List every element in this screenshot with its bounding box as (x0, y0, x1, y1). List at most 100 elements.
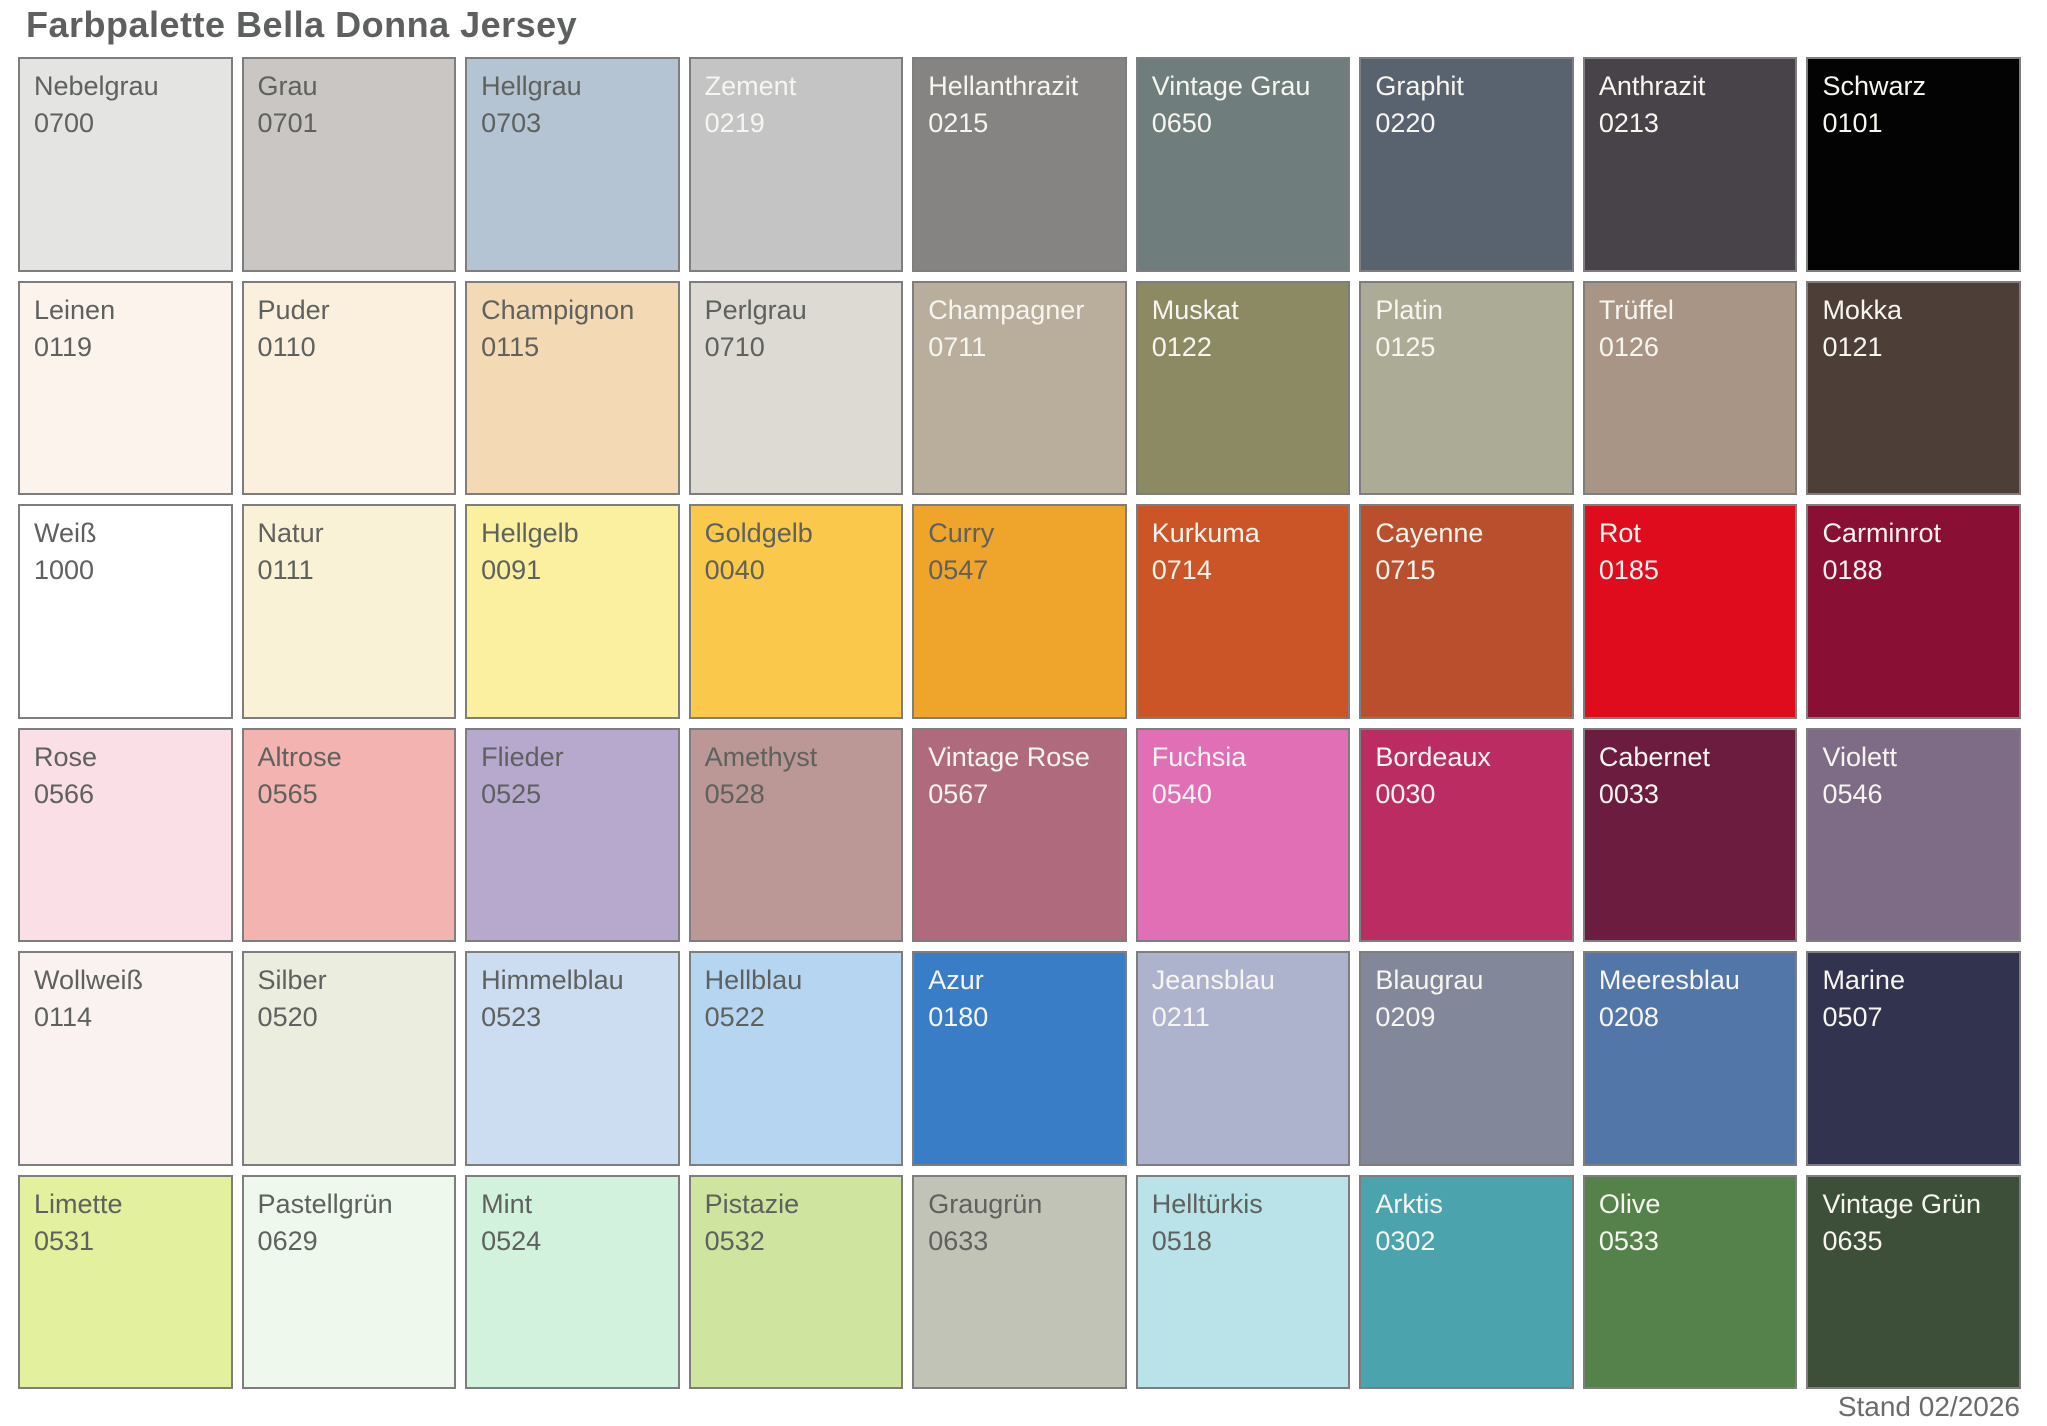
swatch-code: 0711 (928, 331, 987, 362)
swatch-name: Hellanthrazit (928, 71, 1079, 101)
swatch-0126: Trüffel 0126 (1582, 280, 1798, 495)
swatch-code: 0215 (928, 108, 989, 138)
swatch-0110: Puder 0110 (241, 280, 457, 495)
swatch-name: Mint (481, 1188, 533, 1219)
swatch-0188: Carminrot 0188 (1806, 504, 2021, 719)
swatch-0532: Pistazie 0532 (688, 1174, 904, 1389)
swatch-name: Anthrazit (1598, 71, 1706, 101)
swatch-0523: Himmelblau 0523 (465, 951, 680, 1166)
swatch-0540: Fuchsia 0540 (1135, 727, 1351, 942)
swatch-0565: Altrose 0565 (241, 727, 457, 942)
swatch-0180: Azur 0180 (912, 951, 1127, 1166)
swatch-0040: Goldgelb 0040 (688, 504, 904, 719)
swatch-code: 0115 (481, 331, 540, 362)
swatch-code: 0520 (257, 1002, 318, 1032)
swatch-name: Cabernet (1598, 741, 1710, 772)
swatch-name: Hellblau (704, 965, 803, 995)
swatch-code: 0188 (1822, 555, 1883, 585)
swatch-code: 0208 (1598, 1002, 1659, 1032)
swatch-name: Fuchsia (1151, 741, 1247, 772)
swatch-code: 0701 (257, 108, 318, 138)
swatch-code: 0114 (34, 1002, 93, 1032)
swatch-0507: Marine 0507 (1806, 951, 2021, 1166)
swatch-code: 0119 (34, 331, 93, 362)
swatch-code: 0546 (1822, 778, 1883, 809)
swatch-0033: Cabernet 0033 (1582, 727, 1798, 942)
swatch-code: 0629 (257, 1225, 318, 1256)
swatch-name: Natur (257, 518, 324, 548)
swatch-0633: Graugrün 0633 (912, 1174, 1127, 1389)
swatch-name: Meeresblau (1598, 965, 1740, 995)
swatch-name: Pastellgrün (257, 1188, 393, 1219)
swatch-0711: Champagner 0711 (912, 280, 1127, 495)
palette-grid: Nebelgrau 0700 Grau 0701 Hellgrau 0703 Zement 0… (18, 57, 2021, 1389)
swatch-code: 0523 (481, 1002, 542, 1032)
swatch-code: 0635 (1822, 1225, 1883, 1256)
swatch-code: 0122 (1151, 331, 1212, 362)
swatch-name: Mokka (1822, 294, 1902, 325)
swatch-code: 0185 (1598, 555, 1659, 585)
swatch-name: Cayenne (1375, 518, 1484, 548)
swatch-code: 0566 (34, 778, 95, 809)
swatch-name: Marine (1822, 965, 1905, 995)
swatch-name: Curry (928, 518, 995, 548)
swatch-name: Wollweiß (34, 965, 144, 995)
swatch-code: 0528 (704, 778, 765, 809)
swatch-name: Rose (34, 741, 98, 772)
swatch-0125: Platin 0125 (1359, 280, 1574, 495)
swatch-0522: Hellblau 0522 (688, 951, 904, 1166)
swatch-code: 0525 (481, 778, 542, 809)
swatch-0208: Meeresblau 0208 (1582, 951, 1798, 1166)
swatch-code: 0700 (34, 108, 95, 138)
swatch-code: 0091 (481, 555, 542, 585)
swatch-name: Amethyst (704, 741, 818, 772)
swatch-code: 0524 (481, 1225, 542, 1256)
swatch-name: Nebelgrau (34, 71, 159, 101)
swatch-code: 0533 (1598, 1225, 1659, 1256)
swatch-code: 0125 (1375, 331, 1436, 362)
swatch-name: Altrose (257, 741, 342, 772)
swatch-code: 0522 (704, 1002, 765, 1032)
swatch-name: Grau (257, 71, 318, 101)
swatch-0547: Curry 0547 (912, 504, 1127, 719)
swatch-code: 0507 (1822, 1002, 1883, 1032)
swatch-name: Graphit (1375, 71, 1464, 101)
swatch-1000: Weiß 1000 (18, 504, 233, 719)
swatch-name: Helltürkis (1151, 1188, 1263, 1219)
swatch-0518: Helltürkis 0518 (1135, 1174, 1351, 1389)
swatch-code: 0220 (1375, 108, 1436, 138)
swatch-0030: Bordeaux 0030 (1359, 727, 1574, 942)
swatch-name: Limette (34, 1188, 123, 1219)
swatch-0101: Schwarz 0101 (1806, 57, 2021, 272)
swatch-code: 0211 (1151, 1002, 1210, 1032)
swatch-name: Himmelblau (481, 965, 624, 995)
swatch-0115: Champignon 0115 (465, 280, 680, 495)
swatch-name: Rot (1598, 518, 1641, 548)
swatch-name: Olive (1598, 1188, 1661, 1219)
swatch-name: Zement (704, 71, 797, 101)
swatch-0524: Mint 0524 (465, 1174, 680, 1389)
swatch-name: Leinen (34, 294, 116, 325)
swatch-name: Perlgrau (704, 294, 807, 325)
swatch-0114: Wollweiß 0114 (18, 951, 233, 1166)
swatch-code: 0714 (1151, 555, 1212, 585)
swatch-0635: Vintage Grün 0635 (1806, 1174, 2021, 1389)
swatch-0122: Muskat 0122 (1135, 280, 1351, 495)
swatch-name: Trüffel (1598, 294, 1674, 325)
swatch-0701: Grau 0701 (241, 57, 457, 272)
swatch-name: Platin (1375, 294, 1443, 325)
swatch-code: 0180 (928, 1002, 989, 1032)
swatch-name: Carminrot (1822, 518, 1941, 548)
swatch-name: Jeansblau (1151, 965, 1275, 995)
swatch-0211: Jeansblau 0211 (1135, 951, 1351, 1166)
swatch-code: 0532 (704, 1225, 765, 1256)
swatch-name: Goldgelb (704, 518, 813, 548)
swatch-code: 0213 (1598, 108, 1659, 138)
swatch-name: Bordeaux (1375, 741, 1491, 772)
swatch-code: 0101 (1822, 108, 1883, 138)
swatch-code: 0715 (1375, 555, 1436, 585)
swatch-code: 0650 (1151, 108, 1212, 138)
swatch-0111: Natur 0111 (241, 504, 457, 719)
swatch-name: Schwarz (1822, 71, 1926, 101)
swatch-name: Vintage Grün (1822, 1188, 1982, 1219)
